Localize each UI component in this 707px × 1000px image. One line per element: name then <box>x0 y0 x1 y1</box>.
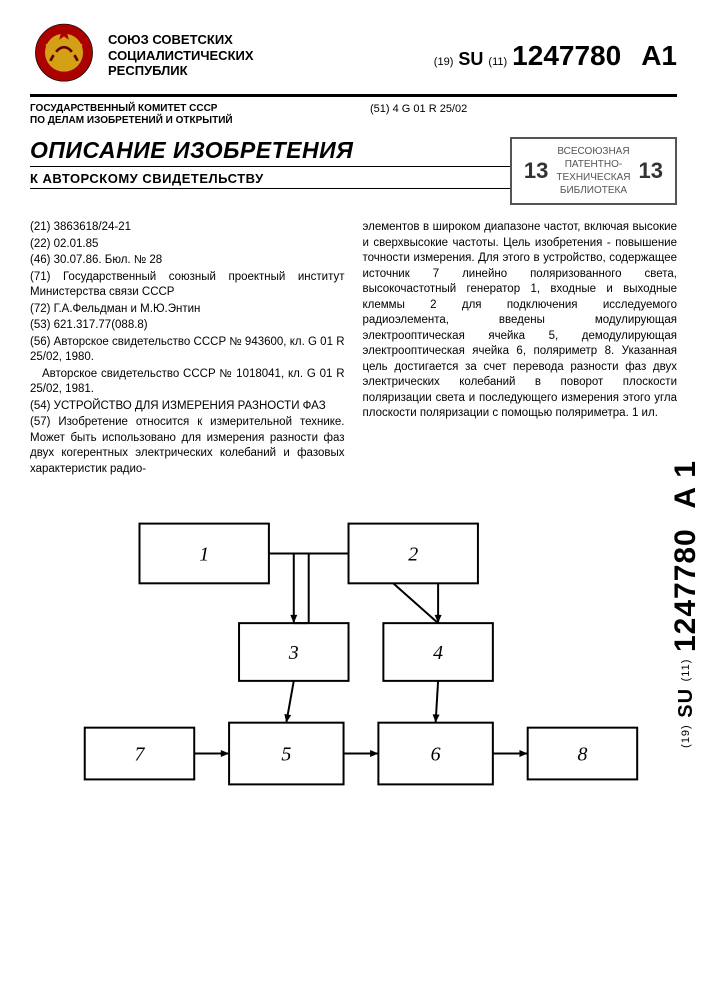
right-column: элементов в широком диапазоне частот, вк… <box>363 220 678 478</box>
divider <box>30 188 510 189</box>
committee-line: ПО ДЕЛАМ ИЗОБРЕТЕНИЙ И ОТКРЫТИЙ <box>30 115 330 127</box>
svg-text:6: 6 <box>431 744 441 766</box>
field-56: (56) Авторское свидетельство СССР № 9436… <box>30 335 345 366</box>
stamp-line: ПАТЕНТНО- <box>556 158 630 171</box>
field-46: (46) 30.07.86. Бюл. № 28 <box>30 253 345 269</box>
field-53: (53) 621.317.77(088.8) <box>30 318 345 334</box>
side-publication-code: (19) SU (11) 1247780 A 1 <box>669 460 703 748</box>
svg-text:4: 4 <box>433 642 443 664</box>
org-line: РЕСПУБЛИК <box>108 63 254 79</box>
field-54: (54) УСТРОЙСТВО ДЛЯ ИЗМЕРЕНИЯ РАЗНОСТИ Ф… <box>30 399 345 415</box>
field-72: (72) Г.А.Фельдман и М.Ю.Энтин <box>30 302 345 318</box>
pub-country: SU <box>458 49 483 69</box>
svg-text:2: 2 <box>408 544 418 566</box>
svg-text:8: 8 <box>577 744 587 766</box>
field-22: (22) 02.01.85 <box>30 237 345 253</box>
divider <box>30 166 510 167</box>
library-stamp: 13 ВСЕСОЮЗНАЯ ПАТЕНТНО- ТЕХНИЧЕСКАЯ БИБЛ… <box>510 137 677 205</box>
org-line: СОЮЗ СОВЕТСКИХ <box>108 32 254 48</box>
left-column: (21) 3863618/24-21 (22) 02.01.85 (46) 30… <box>30 220 345 478</box>
state-emblem <box>30 20 98 88</box>
publication-code: (19) SU (11) 1247780 A1 <box>434 20 677 72</box>
divider <box>30 94 677 97</box>
field-57: (57) Изобретение относится к измерительн… <box>30 415 345 477</box>
side-suffix: A 1 <box>669 460 702 509</box>
stamp-number: 13 <box>639 157 663 186</box>
svg-text:7: 7 <box>135 744 146 766</box>
side-mid: (11) <box>680 659 692 682</box>
document-title: ОПИСАНИЕ ИЗОБРЕТЕНИЯ <box>30 137 510 164</box>
pub-prefix: (19) <box>434 56 454 68</box>
field-56b: Авторское свидетельство СССР № 1018041, … <box>30 367 345 398</box>
ipc-code: (51) 4 G 01 R 25/02 <box>370 103 467 127</box>
side-number: 1247780 <box>669 528 702 652</box>
pub-mid: (11) <box>488 56 507 68</box>
side-prefix: (19) <box>680 724 692 748</box>
stamp-line: БИБЛИОТЕКА <box>556 184 630 197</box>
block-diagram: 1 2 3 4 5 6 7 8 <box>30 498 677 808</box>
svg-text:1: 1 <box>199 544 209 566</box>
abstract-continued: элементов в широком диапазоне частот, вк… <box>363 220 678 422</box>
organization-name: СОЮЗ СОВЕТСКИХ СОЦИАЛИСТИЧЕСКИХ РЕСПУБЛИ… <box>108 20 254 79</box>
committee-line: ГОСУДАРСТВЕННЫЙ КОМИТЕТ СССР <box>30 103 330 115</box>
side-country: SU <box>675 688 697 718</box>
org-line: СОЦИАЛИСТИЧЕСКИХ <box>108 48 254 64</box>
stamp-line: ТЕХНИЧЕСКАЯ <box>556 171 630 184</box>
svg-text:3: 3 <box>288 642 299 664</box>
committee-name: ГОСУДАРСТВЕННЫЙ КОМИТЕТ СССР ПО ДЕЛАМ ИЗ… <box>30 103 330 127</box>
svg-text:5: 5 <box>281 744 291 766</box>
stamp-line: ВСЕСОЮЗНАЯ <box>556 145 630 158</box>
pub-suffix: A1 <box>641 40 677 71</box>
stamp-number: 13 <box>524 157 548 186</box>
document-subtitle: К АВТОРСКОМУ СВИДЕТЕЛЬСТВУ <box>30 171 510 186</box>
pub-number: 1247780 <box>512 40 621 71</box>
field-71: (71) Государственный союзный проектный и… <box>30 270 345 301</box>
field-21: (21) 3863618/24-21 <box>30 220 345 236</box>
